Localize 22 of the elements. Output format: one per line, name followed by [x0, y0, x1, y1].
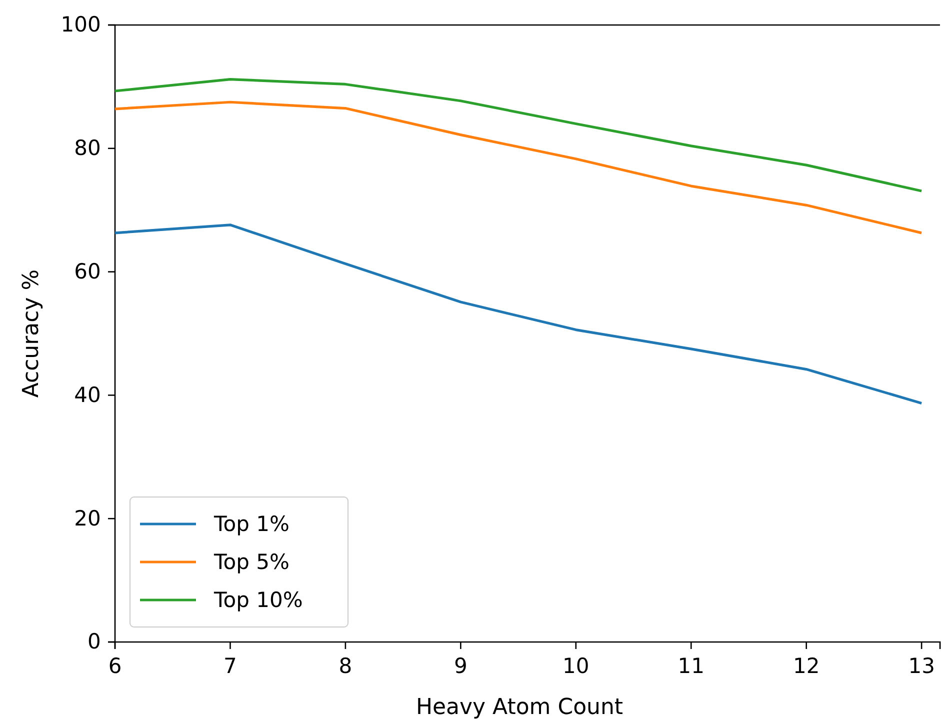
y-axis-title: Accuracy %	[19, 269, 44, 398]
x-tick-label: 11	[678, 654, 704, 678]
x-tick-label: 10	[562, 654, 590, 678]
legend-label: Top 1%	[213, 512, 290, 536]
line-series	[114, 100, 923, 234]
legend-label: Top 5%	[213, 550, 290, 574]
x-tick-label: 12	[792, 654, 820, 678]
y-tick-label: 100	[60, 12, 101, 37]
y-tick-label: 60	[74, 260, 101, 284]
x-tick-label: 7	[224, 654, 237, 678]
y-tick-label: 40	[74, 382, 101, 407]
x-tick-label: 9	[454, 654, 468, 678]
y-tick-label: 80	[74, 136, 101, 160]
x-axis-title: Heavy Atom Count	[416, 695, 624, 720]
line-series	[114, 224, 923, 405]
y-tick-label: 0	[87, 630, 101, 654]
x-tick-label: 6	[108, 654, 122, 678]
y-tick-label: 20	[74, 506, 101, 530]
legend-label: Top 10%	[213, 588, 303, 612]
x-tick-label: 8	[338, 654, 352, 678]
line-series	[114, 78, 923, 192]
x-tick-label: 13	[908, 654, 935, 678]
